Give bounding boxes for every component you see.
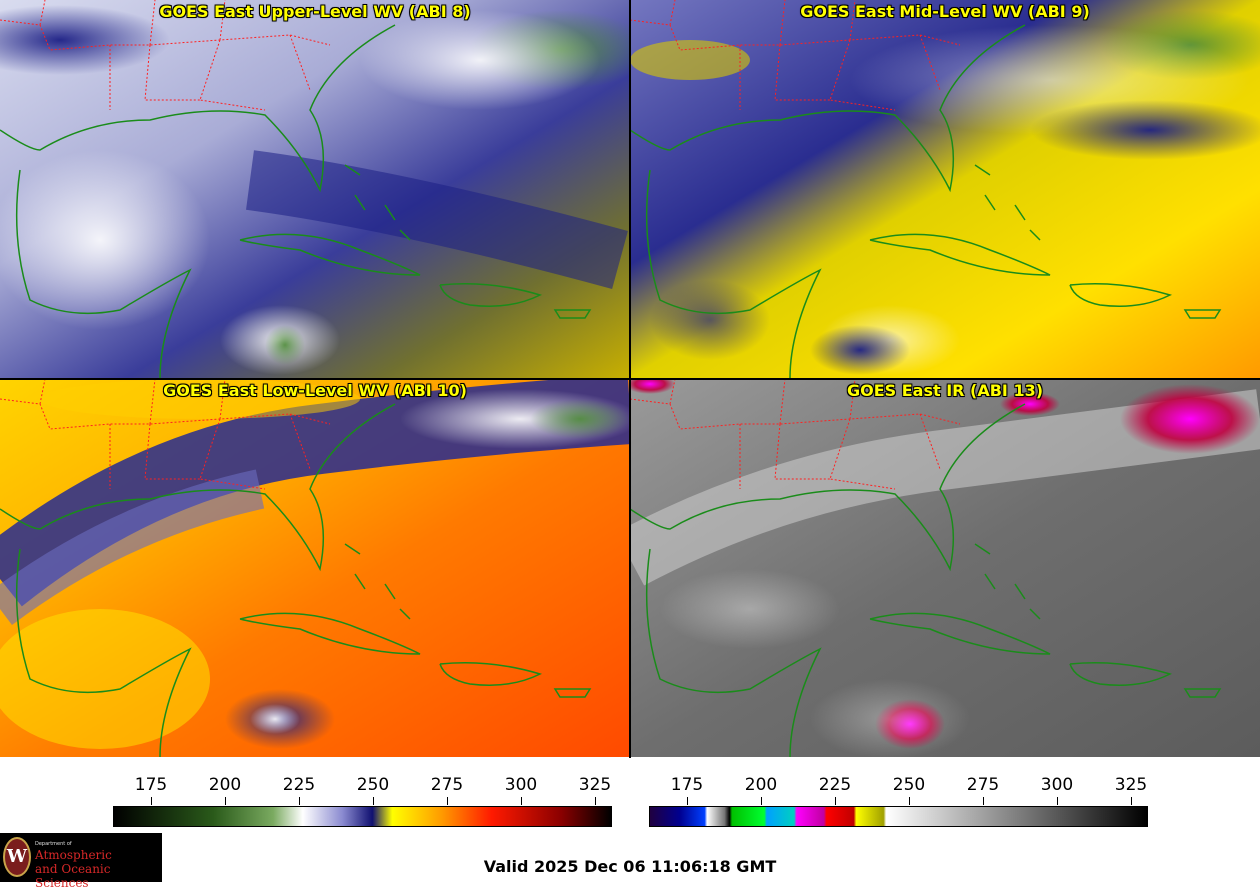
colorbar-tick [373, 797, 374, 805]
colorbar-tick [1131, 797, 1132, 805]
panel-title: GOES East IR (ABI 13) [846, 381, 1044, 400]
colorbar-tick [151, 797, 152, 805]
mid-level-wv-panel: GOES East Mid-Level WV (ABI 9) [630, 0, 1260, 378]
coastline [630, 403, 1222, 757]
uw-seal-icon: W [3, 837, 31, 877]
coastline [630, 24, 1222, 378]
colorbar-tick [225, 797, 226, 805]
colorbar-tick-label: 175 [670, 775, 704, 795]
state-borders [0, 0, 331, 111]
colorbar-tick [1057, 797, 1058, 805]
logo-line-1: Atmospheric [35, 848, 112, 862]
colorbar-tick [447, 797, 448, 805]
colorbar-tick-label: 300 [504, 775, 538, 795]
colorbar-tick-label: 225 [818, 775, 852, 795]
panel-divider-horizontal [0, 378, 1260, 380]
state-borders [630, 0, 961, 111]
colorbar-tick-label: 275 [966, 775, 1000, 795]
colorbar-tick [595, 797, 596, 805]
colorbar-tick [687, 797, 688, 805]
upper-level-wv-image [0, 0, 630, 378]
colorbar-tick-label: 300 [1040, 775, 1074, 795]
panel-title: GOES East Mid-Level WV (ABI 9) [800, 2, 1090, 21]
coastline [0, 403, 592, 757]
infrared-image [630, 379, 1260, 757]
colorbar-tick-label: 175 [134, 775, 168, 795]
wv-colorbar: 175 200 225 250 275 300 325 [113, 760, 613, 830]
panel-title: GOES East Upper-Level WV (ABI 8) [159, 2, 471, 21]
state-borders [630, 379, 961, 490]
upper-level-wv-panel: GOES East Upper-Level WV (ABI 8) [0, 0, 630, 378]
logo-dept-text: Department of [35, 841, 72, 847]
colorbar-tick-label: 325 [1114, 775, 1148, 795]
colorbar-tick [909, 797, 910, 805]
low-level-wv-panel: GOES East Low-Level WV (ABI 10) [0, 379, 630, 757]
colorbar-tick-label: 250 [356, 775, 390, 795]
infrared-panel: GOES East IR (ABI 13) [630, 379, 1260, 757]
mid-level-wv-image [630, 0, 1260, 378]
colorbar-tick-label: 200 [208, 775, 242, 795]
colorbar-tick-label: 325 [578, 775, 612, 795]
colorbar-tick [983, 797, 984, 805]
colorbar-tick-label: 250 [892, 775, 926, 795]
panel-title: GOES East Low-Level WV (ABI 10) [163, 381, 467, 400]
colorbar-tick-label: 225 [282, 775, 316, 795]
valid-time: Valid 2025 Dec 06 11:06:18 GMT [483, 857, 777, 876]
aos-logo: W Department of Atmospheric and Oceanic … [0, 833, 162, 890]
wv-colorbar-gradient [113, 806, 612, 827]
state-borders [0, 379, 331, 490]
colorbar-tick-label: 275 [430, 775, 464, 795]
coastline [0, 24, 592, 378]
colorbar-tick [835, 797, 836, 805]
ir-colorbar: 175 200 225 250 275 300 325 [649, 760, 1149, 830]
colorbar-tick [761, 797, 762, 805]
ir-colorbar-gradient [649, 806, 1148, 827]
colorbar-tick [521, 797, 522, 805]
colorbar-tick-label: 200 [744, 775, 778, 795]
colorbar-tick [299, 797, 300, 805]
low-level-wv-image [0, 379, 630, 757]
